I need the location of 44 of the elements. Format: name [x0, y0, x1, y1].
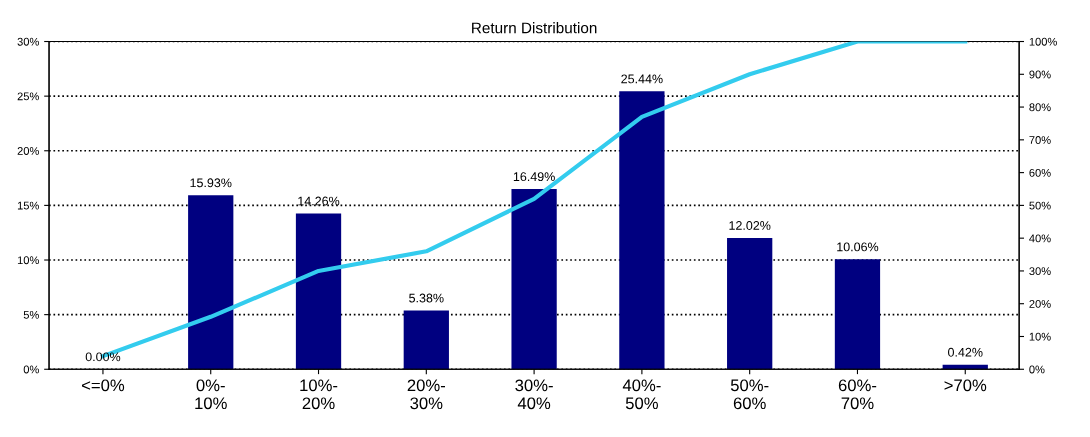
y2-tick-label: 50% [1029, 201, 1051, 210]
y2-tick-label: 20% [1029, 299, 1051, 308]
data-label: 12.02% [729, 221, 771, 230]
y-tick-label: 15% [17, 201, 39, 210]
bar [727, 237, 773, 370]
data-label: 5.38% [409, 293, 444, 303]
data-label: 14.26% [298, 196, 340, 206]
y2-tick-label: 100% [1029, 37, 1057, 46]
data-label: 16.49% [513, 172, 555, 182]
x-tick-label: >70% [944, 379, 987, 392]
data-label: 0.42% [948, 347, 983, 357]
y-tick-label: 30% [17, 37, 39, 46]
y2-tick-label: 0% [1029, 365, 1045, 374]
x-tick-label: 50%- 60% [730, 379, 769, 410]
bar [295, 213, 342, 370]
data-label: 10.06% [837, 242, 879, 252]
y-tick-label: 0% [23, 365, 39, 374]
bar [188, 195, 234, 370]
y-tick-label: 20% [17, 147, 39, 155]
x-tick-label: <=0% [81, 379, 125, 392]
bar [403, 310, 449, 370]
bar [511, 189, 557, 370]
y2-tick-label: 90% [1029, 70, 1051, 79]
x-tick-label: 60%- 70% [838, 379, 877, 410]
bar [834, 259, 881, 370]
x-tick-label: 40%- 50% [622, 379, 661, 410]
y2-tick-label: 10% [1029, 332, 1051, 341]
x-tick-label: 30%- 40% [515, 379, 553, 410]
data-label: 15.93% [190, 178, 232, 188]
data-label: 25.44% [621, 74, 663, 84]
y2-tick-label: 40% [1029, 234, 1051, 243]
x-tick-label: 10%- 20% [300, 379, 338, 410]
y-tick-label: 5% [23, 310, 39, 319]
y2-tick-label: 30% [1029, 267, 1051, 276]
y-tick-label: 25% [17, 92, 39, 101]
chart-title: Return Distribution [472, 22, 597, 34]
y2-tick-label: 60% [1029, 168, 1051, 177]
y2-tick-label: 80% [1029, 103, 1051, 112]
data-label: 0.00% [85, 352, 121, 362]
x-tick-label: 0%- 10% [195, 379, 227, 410]
y-tick-label: 10% [17, 256, 39, 265]
bar [619, 91, 665, 370]
y2-tick-label: 70% [1029, 136, 1051, 144]
x-tick-label: 20%- 30% [407, 379, 446, 410]
